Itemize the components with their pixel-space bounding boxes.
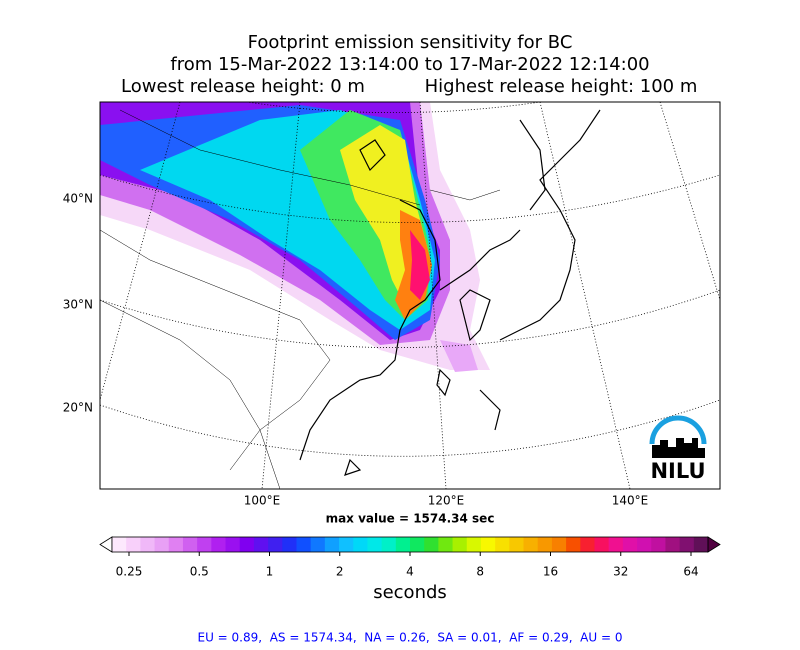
footer-stats: EU = 0.89, AS = 1574.34, NA = 0.26, SA =… bbox=[198, 631, 623, 645]
title: Footprint emission sensitivity for BC bbox=[248, 32, 573, 53]
colorbar-swatch bbox=[452, 537, 468, 552]
colorbar-swatch bbox=[296, 537, 312, 552]
colorbar-swatch bbox=[537, 537, 553, 552]
lat-label: 30°N bbox=[63, 298, 93, 312]
colorbar-swatch bbox=[622, 537, 638, 552]
colorbar-swatch bbox=[239, 537, 255, 552]
colorbar-swatch bbox=[466, 537, 482, 552]
colorbar-swatch bbox=[410, 537, 425, 552]
lon-label: 100°E bbox=[244, 494, 281, 508]
colorbar-swatch bbox=[594, 537, 610, 552]
colorbar-swatch bbox=[324, 537, 340, 552]
colorbar-swatch bbox=[438, 537, 454, 552]
colorbar-swatch bbox=[608, 537, 624, 552]
colorbar-swatch bbox=[679, 537, 695, 552]
colorbar-swatch bbox=[310, 537, 326, 552]
lat-label: 20°N bbox=[63, 401, 93, 415]
colorbar-label: seconds bbox=[373, 582, 447, 603]
colorbar-tick-label: 16 bbox=[543, 565, 558, 579]
map-area: NILU bbox=[100, 102, 720, 489]
colorbar-swatch bbox=[211, 537, 227, 552]
logo-text: NILU bbox=[650, 459, 705, 483]
colorbar-swatch bbox=[580, 537, 595, 552]
colorbar: 0.25 0.5 1 2 4 8 16 32 64 bbox=[99, 536, 721, 579]
colorbar-end bbox=[99, 536, 113, 553]
colorbar-swatch bbox=[154, 537, 170, 552]
colorbar-swatch bbox=[509, 537, 525, 552]
colorbar-swatch bbox=[551, 537, 567, 552]
colorbar-tick-label: 8 bbox=[476, 565, 484, 579]
colorbar-swatch bbox=[651, 537, 666, 552]
colorbar-swatch bbox=[282, 537, 297, 552]
colorbar-swatch bbox=[112, 537, 127, 552]
max-value: max value = 1574.34 sec bbox=[326, 512, 495, 526]
colorbar-swatch bbox=[353, 537, 368, 552]
lon-label: 140°E bbox=[612, 494, 649, 508]
lat-label: 40°N bbox=[63, 192, 93, 206]
colorbar-swatch bbox=[225, 537, 241, 552]
colorbar-swatch bbox=[268, 537, 283, 552]
colorbar-tick-label: 32 bbox=[613, 565, 628, 579]
period: from 15-Mar-2022 13:14:00 to 17-Mar-2022… bbox=[170, 54, 649, 75]
colorbar-swatch bbox=[495, 537, 510, 552]
colorbar-swatch bbox=[168, 537, 184, 552]
colorbar-swatch bbox=[339, 537, 354, 552]
colorbar-swatch bbox=[693, 537, 709, 552]
colorbar-swatch bbox=[637, 537, 652, 552]
colorbar-end bbox=[707, 536, 721, 553]
colorbar-swatch bbox=[566, 537, 581, 552]
highest-release: Highest release height: 100 m bbox=[425, 76, 698, 97]
lowest-release: Lowest release height: 0 m bbox=[121, 76, 365, 97]
colorbar-swatch bbox=[523, 537, 539, 552]
colorbar-swatch bbox=[253, 537, 269, 552]
colorbar-swatch bbox=[197, 537, 212, 552]
colorbar-swatch bbox=[424, 537, 439, 552]
colorbar-swatch bbox=[395, 537, 411, 552]
colorbar-tick-label: 64 bbox=[683, 565, 698, 579]
colorbar-tick-label: 2 bbox=[336, 565, 344, 579]
colorbar-swatch bbox=[140, 537, 156, 552]
colorbar-tick-label: 0.5 bbox=[190, 565, 209, 579]
colorbar-swatch bbox=[367, 537, 383, 552]
colorbar-tick-label: 4 bbox=[406, 565, 414, 579]
colorbar-swatch bbox=[126, 537, 141, 552]
colorbar-swatch bbox=[665, 537, 681, 552]
colorbar-swatch bbox=[182, 537, 198, 552]
lon-label: 120°E bbox=[428, 494, 465, 508]
colorbar-swatch bbox=[381, 537, 397, 552]
colorbar-swatch bbox=[480, 537, 496, 552]
map-frame bbox=[99, 101, 721, 490]
colorbar-tick-label: 0.25 bbox=[116, 565, 143, 579]
colorbar-tick-label: 1 bbox=[266, 565, 274, 579]
